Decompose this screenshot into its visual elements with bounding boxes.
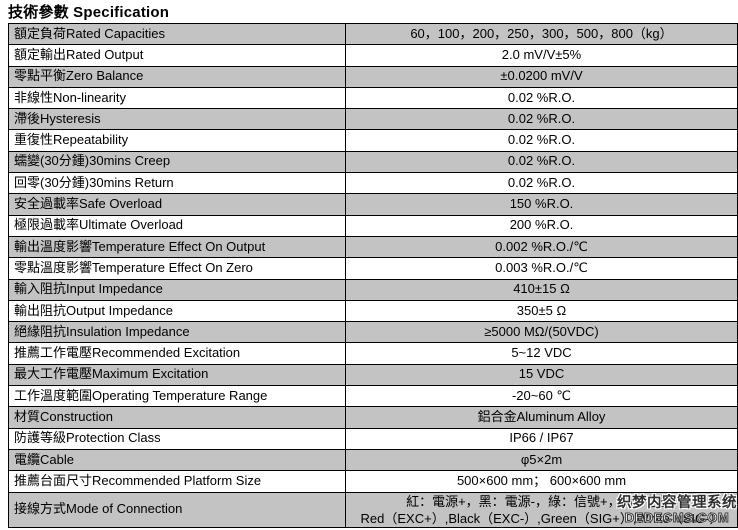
spec-parameter-value: 200 %R.O. [345,214,738,237]
spec-parameter-label: 電纜Cable [8,448,346,472]
table-row: 滯後Hysteresis 0.02 %R.O. [8,108,738,131]
spec-parameter-label: 防護等級Protection Class [8,427,346,450]
spec-parameter-label: 回零(30分鍾)30mins Return [8,172,346,195]
table-row: 零點平衡Zero Balance ±0.0200 mV/V [8,65,738,88]
table-row: 工作溫度範圍Operating Temperature Range -20~60… [8,385,738,408]
table-row: 額定輸出Rated Output 2.0 mV/V±5% [8,44,738,67]
spec-parameter-value: 15 VDC [345,363,738,387]
spec-parameter-value: 鋁合金Aluminum Alloy [345,406,738,429]
spec-parameter-label: 額定負荷Rated Capacities [8,22,346,46]
spec-parameter-value: 紅：電源+，黑：電源-，綠：信號+，白：信號- Red（EXC+）,Black（E… [345,491,738,528]
spec-parameter-value: ≥5000 MΩ/(50VDC) [345,321,738,344]
spec-parameter-label: 輸出阻抗Output Impedance [8,299,346,323]
spec-parameter-value: 0.02 %R.O. [345,172,738,195]
spec-parameter-value: 0.02 %R.O. [345,150,738,174]
spec-parameter-value: φ5×2m [345,448,738,472]
table-row: 非線性Non-linearity 0.02 %R.O. [8,86,738,110]
spec-parameter-label: 材質Construction [8,406,346,429]
spec-parameter-label: 輸入阻抗Input Impedance [8,278,346,301]
spec-parameter-value: 410±15 Ω [345,278,738,301]
table-row: 材質Construction 鋁合金Aluminum Alloy [8,406,738,429]
spec-parameter-value: 0.02 %R.O. [345,86,738,110]
table-row: 最大工作電壓Maximum Excitation 15 VDC [8,363,738,387]
table-row: 推薦台面尺寸Recommended Platform Size 500×600 … [8,470,738,493]
spec-parameter-value: ±0.0200 mV/V [345,65,738,88]
table-row: 極限過載率Ultimate Overload 200 %R.O. [8,214,738,237]
page-title: 技術參數 Specification [8,4,170,21]
spec-parameter-label: 額定輸出Rated Output [8,44,346,67]
spec-parameter-value: 5~12 VDC [345,342,738,365]
spec-parameter-label: 重復性Repeatability [8,129,346,152]
spec-parameter-label: 滯後Hysteresis [8,108,346,131]
spec-parameter-label: 零點平衡Zero Balance [8,65,346,88]
spec-parameter-label: 推薦工作電壓Recommended Excitation [8,342,346,365]
spec-parameter-value: 0.02 %R.O. [345,108,738,131]
table-row: 輸出溫度影響Temperature Effect On Output 0.002… [8,235,738,259]
spec-parameter-label: 輸出溫度影響Temperature Effect On Output [8,235,346,259]
spec-parameter-label: 非線性Non-linearity [8,86,346,110]
spec-parameter-label: 絕緣阻抗Insulation Impedance [8,321,346,344]
table-row: 蠕變(30分鍾)30mins Creep 0.02 %R.O. [8,150,738,174]
table-row: 零點溫度影響Temperature Effect On Zero 0.003 %… [8,257,738,280]
table-row: 額定負荷Rated Capacities 60，100，200，250，300，… [8,22,738,46]
spec-parameter-label: 最大工作電壓Maximum Excitation [8,363,346,387]
table-row: 輸出阻抗Output Impedance 350±5 Ω [8,299,738,323]
spec-parameter-value: IP66 / IP67 [345,427,738,450]
spec-parameter-value: -20~60 ℃ [345,385,738,408]
spec-parameter-label: 蠕變(30分鍾)30mins Creep [8,150,346,174]
spec-parameter-value: 60，100，200，250，300，500，800（kg） [345,22,738,46]
spec-parameter-value: 150 %R.O. [345,193,738,216]
spec-parameter-label: 推薦台面尺寸Recommended Platform Size [8,470,346,493]
table-row: 回零(30分鍾)30mins Return 0.02 %R.O. [8,172,738,195]
table-row: 接線方式Mode of Connection 紅：電源+，黑：電源-，綠：信號+… [8,491,738,528]
table-row: 絕緣阻抗Insulation Impedance ≥5000 MΩ/(50VDC… [8,321,738,344]
table-row: 電纜Cable φ5×2m [8,448,738,472]
table-row: 重復性Repeatability 0.02 %R.O. [8,129,738,152]
spec-parameter-label: 安全過載率Safe Overload [8,193,346,216]
spec-parameter-value: 0.002 %R.O./℃ [345,235,738,259]
table-row: 推薦工作電壓Recommended Excitation 5~12 VDC [8,342,738,365]
table-row: 安全過載率Safe Overload 150 %R.O. [8,193,738,216]
spec-parameter-label: 零點溫度影響Temperature Effect On Zero [8,257,346,280]
spec-table: 額定負荷Rated Capacities 60，100，200，250，300，… [8,22,738,528]
spec-parameter-value: 0.003 %R.O./℃ [345,257,738,280]
table-row: 輸入阻抗Input Impedance 410±15 Ω [8,278,738,301]
spec-parameter-label: 工作溫度範圍Operating Temperature Range [8,385,346,408]
spec-parameter-label: 極限過載率Ultimate Overload [8,214,346,237]
spec-parameter-value: 2.0 mV/V±5% [345,44,738,67]
spec-parameter-label: 接線方式Mode of Connection [8,491,346,528]
spec-parameter-value: 500×600 mm； 600×600 mm [345,470,738,493]
spec-parameter-value: 350±5 Ω [345,299,738,323]
table-row: 防護等級Protection Class IP66 / IP67 [8,427,738,450]
spec-parameter-value: 0.02 %R.O. [345,129,738,152]
spec-table-body: 額定負荷Rated Capacities 60，100，200，250，300，… [8,22,738,528]
